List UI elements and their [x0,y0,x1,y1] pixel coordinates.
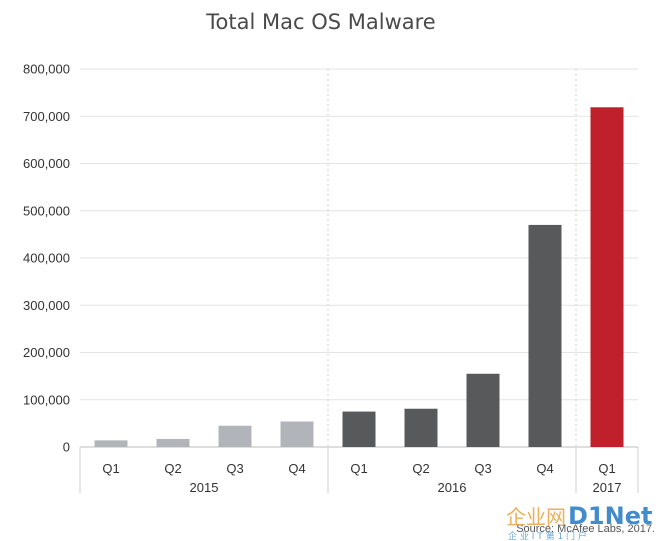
bar [280,421,314,447]
bar [528,224,562,447]
x-tick-label: Q1 [598,461,615,476]
x-tick-label: Q2 [164,461,181,476]
bar [342,411,376,447]
x-tick-label: Q1 [102,461,119,476]
gridlines [80,68,638,448]
watermark-brand-en: D1Net [568,502,652,530]
chart-title: Total Mac OS Malware [205,10,435,34]
x-axis: Q1 Q2 Q3 Q4 Q1 Q2 Q3 Q4 Q1 2015 2016 2017 [79,447,639,495]
y-tick-label: 700,000 [23,109,70,124]
bar [218,425,252,447]
bar [156,438,190,447]
y-tick-label: 600,000 [23,156,70,171]
bar [466,373,500,447]
y-axis-ticks: 0 100,000 200,000 300,000 400,000 500,000 600,… [23,62,70,455]
group-label: 2015 [190,480,219,495]
group-label: 2016 [438,480,467,495]
y-tick-label: 100,000 [23,392,70,407]
y-tick-label: 500,000 [23,203,70,218]
y-tick-label: 0 [63,440,70,455]
y-tick-label: 800,000 [23,62,70,77]
group-label: 2017 [593,480,622,495]
y-tick-label: 300,000 [23,298,70,313]
x-tick-label: Q1 [350,461,367,476]
bars [94,107,624,448]
source-note: Source: McAfee Labs, 2017. [516,523,655,535]
watermark-tagline: 企 业 I T 第 1 门 户 [508,530,587,541]
bar [404,408,438,447]
y-tick-label: 200,000 [23,345,70,360]
x-tick-label: Q3 [474,461,491,476]
x-tick-label: Q3 [226,461,243,476]
bar [590,107,624,448]
bar [94,440,128,447]
watermark-brand-cn: 企业网 [506,505,566,529]
x-tick-label: Q4 [536,461,553,476]
watermark-logo: 企业网 D1Net 企 业 I T 第 1 门 户 [506,502,652,541]
x-tick-label: Q2 [412,461,429,476]
x-tick-label: Q4 [288,461,305,476]
y-tick-label: 400,000 [23,251,70,266]
